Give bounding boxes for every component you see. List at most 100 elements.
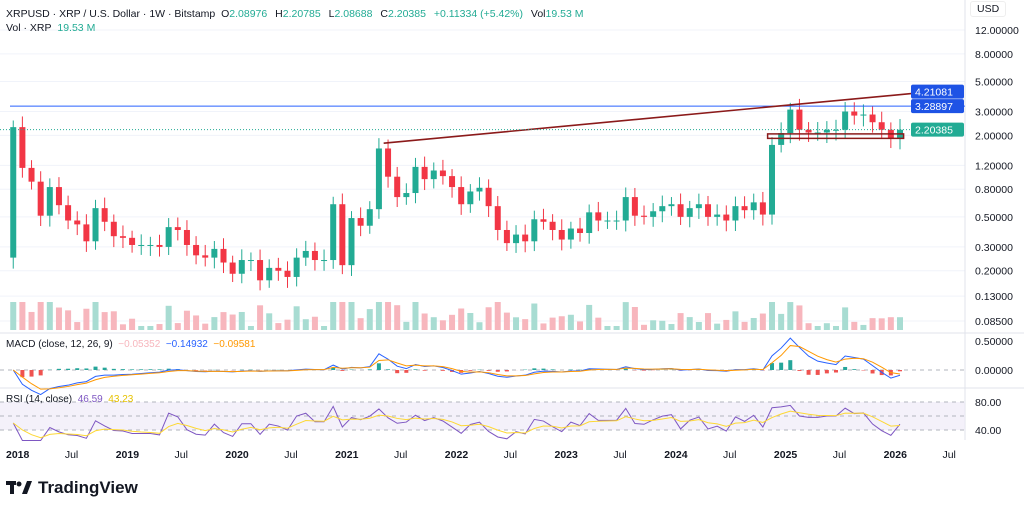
candle-body [787, 109, 794, 134]
candle-body [586, 212, 593, 234]
volume-bar [723, 319, 730, 330]
volume-bar [750, 317, 757, 330]
volume-bar [860, 324, 867, 330]
time-tick-label: Jul [723, 449, 736, 461]
time-tick-label: Jul [504, 449, 517, 461]
candle-body [641, 215, 648, 217]
candle-body [832, 129, 839, 131]
volume-bar [37, 302, 44, 330]
candle-body [851, 111, 858, 116]
macd-histogram-bar [504, 370, 509, 372]
volume-bar [10, 302, 17, 330]
macd-histogram-bar [806, 370, 811, 375]
candle-body [439, 170, 446, 177]
time-tick-label: 2026 [884, 449, 908, 461]
volume-bar [138, 326, 145, 330]
macd-histogram-bar [587, 368, 592, 370]
tradingview-logo-icon [6, 481, 32, 494]
candle-body [677, 204, 684, 217]
volume-bar [732, 311, 739, 330]
volume-bar [55, 307, 62, 330]
volume-bar [787, 302, 794, 330]
volume-bar [421, 313, 428, 330]
volume-bar [567, 314, 574, 330]
price-tick-label: 0.50000 [975, 212, 1013, 224]
volume-bar [458, 308, 465, 330]
time-tick-label: 2020 [225, 449, 249, 461]
macd-histogram-bar [852, 369, 857, 370]
volume-bar [503, 312, 510, 330]
macd-histogram-bar [440, 370, 445, 371]
candle-body [705, 204, 712, 217]
candle-body [28, 167, 35, 182]
volume-bar [705, 313, 712, 330]
candle-body [695, 204, 702, 209]
candle-body [686, 208, 693, 217]
macd-histogram-bar [75, 368, 80, 370]
volume-bar [513, 317, 520, 330]
volume-bar [778, 313, 785, 330]
volume-bar [330, 302, 337, 330]
candle-body [412, 166, 419, 194]
candle-body [449, 176, 456, 188]
candle-body [741, 206, 748, 211]
macd-histogram-bar [815, 370, 820, 375]
candle-body [293, 257, 300, 277]
volume-bar [394, 305, 401, 330]
price-label-tag [911, 84, 964, 99]
change-value: +0.11334 (+5.42%) [433, 8, 523, 20]
candle-body [604, 220, 611, 222]
price-chart[interactable]: 12.00000 8.00000 5.00000 3.00000 2.00000 1.20… [0, 0, 1024, 470]
price-tick-label: 0.08500 [975, 316, 1013, 328]
candle-body [796, 109, 803, 130]
volume-bar [659, 320, 666, 330]
macd-legend: MACD (close, 12, 26, 9) −0.05352 −0.1493… [6, 339, 255, 350]
price-tick-label: 0.13000 [975, 291, 1013, 303]
volume-bar [595, 317, 602, 330]
macd-histogram-bar [413, 369, 418, 370]
time-tick-label: Jul [942, 449, 955, 461]
candle-body [631, 197, 638, 216]
macd-histogram-bar [797, 370, 802, 371]
volume-bar [257, 305, 264, 330]
volume-bar [832, 326, 839, 330]
volume-bar [430, 317, 437, 330]
macd-histogram-bar [148, 369, 153, 370]
volume-bar [759, 313, 766, 330]
volume-bar [485, 307, 492, 330]
candle-body [247, 260, 254, 262]
macd-histogram-bar [541, 368, 546, 370]
volume-bar [311, 316, 318, 330]
price-tick-label: 3.00000 [975, 107, 1013, 119]
volume-bar [92, 302, 99, 330]
volume-bar [19, 302, 26, 330]
candle-body [659, 206, 666, 212]
candle-body [366, 209, 373, 226]
rsi-tick-label: 40.00 [975, 425, 1001, 437]
candle-body [732, 206, 739, 221]
candle-body [19, 127, 26, 168]
macd-legend-label: MACD (close, 12, 26, 9) [6, 339, 113, 350]
volume-bar [119, 324, 126, 330]
candle-body [10, 127, 17, 258]
volume-bar [211, 317, 218, 330]
volume-bar [449, 314, 456, 330]
volume-bar [494, 302, 501, 330]
candle-body [513, 234, 520, 244]
macd-histogram-bar [376, 363, 381, 370]
volume-bar [165, 305, 172, 330]
close-value: 2.20385 [387, 8, 426, 20]
macd-histogram-bar [102, 367, 107, 370]
volume-bar [823, 323, 830, 330]
currency-button[interactable]: USD [970, 1, 1007, 17]
volume-bar [101, 312, 108, 330]
high-label: H [275, 8, 283, 20]
volume-bar [403, 321, 410, 330]
volume-bar [439, 320, 446, 330]
volume-bar [741, 321, 748, 330]
macd-histogram-bar [20, 370, 25, 378]
candle-body [769, 144, 776, 215]
candle-body [357, 218, 364, 226]
candle-body [595, 212, 602, 221]
volume-bar [650, 320, 657, 330]
